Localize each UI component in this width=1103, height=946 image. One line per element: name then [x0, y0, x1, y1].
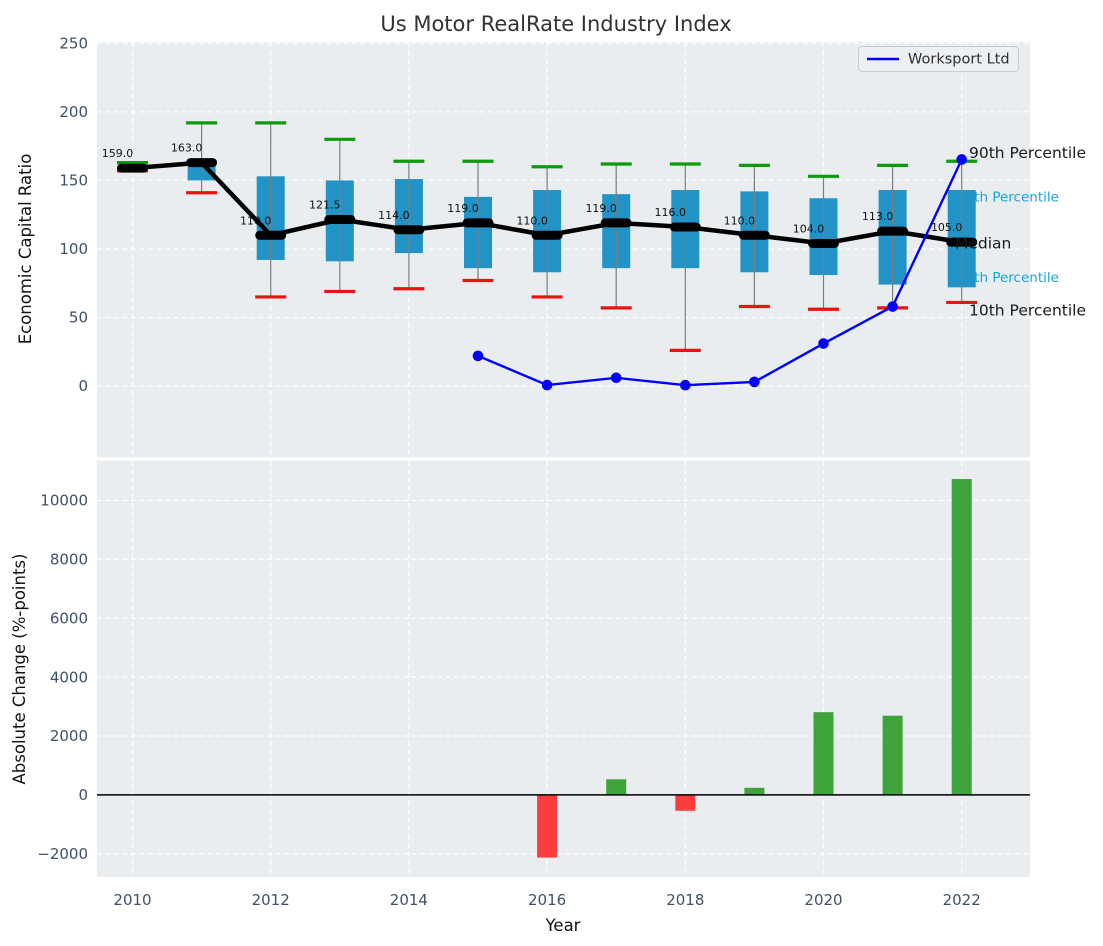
median-marker-2010	[117, 163, 148, 173]
median-marker-2014	[393, 225, 425, 235]
median-value-label-2018: 116.0	[655, 206, 687, 219]
x-tick-label: 2020	[804, 891, 842, 909]
y-tick-label-bottom: 0	[78, 786, 88, 804]
annotation-median: Median	[955, 234, 1011, 252]
annotation-75th-percentile: 75th Percentile	[957, 189, 1059, 205]
median-value-label-2022: 105.0	[931, 221, 963, 234]
median-value-label-2021: 113.0	[862, 210, 894, 223]
bar-2017	[606, 779, 627, 795]
ylabel-bottom: Absolute Change (%-points)	[10, 554, 29, 785]
xlabel: Year	[545, 916, 581, 935]
annotation-10th-percentile: 10th Percentile	[969, 302, 1086, 320]
median-marker-2013	[324, 214, 356, 224]
x-tick-label: 2014	[390, 891, 428, 909]
y-tick-label-top: 50	[69, 309, 88, 327]
median-value-label-2011: 163.0	[171, 142, 203, 155]
bottom-plot-bg	[97, 460, 1030, 877]
median-value-label-2010: 159.0	[102, 147, 134, 160]
y-tick-label-top: 150	[59, 172, 88, 190]
median-marker-2015	[462, 218, 494, 228]
median-marker-2022	[946, 237, 978, 247]
x-tick-label: 2018	[666, 891, 704, 909]
median-value-label-2016: 110.0	[516, 214, 548, 227]
median-marker-2019	[738, 230, 770, 240]
worksport-point-2020	[818, 338, 829, 349]
median-value-label-2020: 104.0	[793, 222, 825, 235]
worksport-point-2015	[472, 350, 484, 362]
bar-2016	[537, 794, 558, 858]
median-marker-2018	[669, 222, 701, 232]
x-tick-label: 2016	[528, 891, 566, 909]
worksport-point-2016	[541, 379, 553, 391]
annotation-25th-percentile: 25th Percentile	[957, 270, 1059, 286]
top-plot-bg	[97, 42, 1030, 458]
y-tick-label-bottom: 6000	[50, 609, 88, 627]
y-tick-label-bottom: 8000	[50, 551, 88, 569]
legend-label: Worksport Ltd	[908, 52, 1010, 68]
median-marker-2020	[808, 238, 839, 248]
worksport-point-2019	[749, 376, 760, 388]
median-value-label-2012: 110.0	[240, 214, 272, 227]
bar-2022	[951, 479, 972, 795]
bar-2021	[882, 715, 903, 795]
median-value-label-2013: 121.5	[309, 198, 341, 211]
y-tick-label-top: 250	[59, 35, 88, 53]
y-tick-label-bottom: 4000	[50, 668, 88, 686]
median-value-label-2019: 110.0	[724, 214, 756, 227]
y-tick-label-bottom: 2000	[50, 727, 88, 745]
median-marker-2017	[600, 218, 632, 228]
legend-box	[858, 46, 1019, 72]
median-marker-2016	[531, 230, 563, 240]
median-value-label-2014: 114.0	[378, 209, 410, 222]
annotation-90th-percentile: 90th Percentile	[969, 144, 1086, 162]
x-tick-label: 2010	[113, 891, 151, 909]
y-tick-label-bottom: 10000	[40, 492, 88, 510]
median-marker-2021	[877, 226, 909, 236]
worksport-point-2021	[887, 301, 898, 312]
y-tick-label-bottom: −2000	[37, 845, 88, 863]
y-tick-label-top: 100	[59, 240, 88, 258]
median-value-label-2017: 119.0	[585, 202, 617, 215]
worksport-point-2018	[680, 379, 691, 391]
worksport-line	[477, 158, 963, 387]
legend: Worksport Ltd	[858, 46, 1019, 72]
median-marker-2011	[186, 158, 218, 168]
bar-2018	[675, 794, 696, 811]
worksport-point-2017	[610, 372, 622, 384]
y-tick-label-top: 0	[78, 377, 88, 395]
x-tick-label: 2012	[252, 891, 290, 909]
x-tick-label: 2022	[943, 891, 981, 909]
chart-title: Us Motor RealRate Industry Index	[380, 12, 731, 36]
median-value-label-2015: 119.0	[447, 202, 479, 215]
ylabel-top: Economic Capital Ratio	[16, 154, 35, 345]
median-marker-2012	[255, 230, 287, 240]
bar-2020	[813, 712, 834, 795]
y-tick-label-top: 200	[59, 103, 88, 121]
bar-2019	[744, 787, 765, 795]
worksport-point-2022	[956, 154, 967, 165]
